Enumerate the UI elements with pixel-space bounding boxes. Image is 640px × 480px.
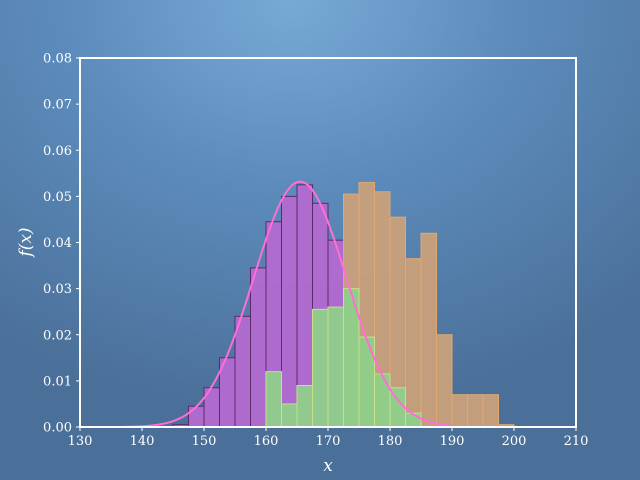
x-tick-label-5: 180 [378, 434, 403, 449]
x-tick-label-2: 150 [192, 434, 217, 449]
x-tick-label-8: 210 [564, 434, 589, 449]
x-axis-label: x [323, 456, 333, 476]
y-tick-label-5: 0.05 [43, 190, 72, 205]
normal-density-curve [123, 180, 514, 428]
orange-bar-7 [451, 394, 468, 428]
x-tick-label-6: 190 [440, 434, 465, 449]
x-tick-label-1: 140 [130, 434, 155, 449]
orange-bar-8 [467, 394, 484, 428]
orange-bar-9 [482, 394, 499, 428]
y-tick-label-3: 0.03 [43, 282, 72, 297]
orange-bar-6 [436, 334, 453, 428]
y-tick-label-6: 0.06 [43, 144, 72, 159]
y-tick-label-7: 0.07 [43, 98, 72, 113]
x-tick-label-0: 130 [68, 434, 93, 449]
y-axis-ticks: 0.00 0.01 0.02 0.03 0.04 0.05 0.06 0.07 0.08 [43, 52, 80, 436]
y-tick-label-1: 0.01 [43, 374, 72, 389]
green-bar-1 [281, 403, 298, 428]
orange-bar-5 [420, 232, 437, 428]
purple-bar-4 [234, 315, 251, 428]
y-tick-label-0: 0.00 [43, 421, 72, 436]
x-tick-label-3: 160 [254, 434, 279, 449]
green-bar-3 [312, 308, 329, 428]
y-tick-label-2: 0.02 [43, 328, 72, 343]
green-bar-0 [265, 371, 282, 428]
x-tick-label-4: 170 [316, 434, 341, 449]
green-histogram-bars [265, 288, 422, 428]
orange-bar-4 [405, 258, 422, 428]
y-axis-label: f(x) [16, 227, 36, 258]
x-tick-label-7: 200 [502, 434, 527, 449]
purple-bar-1 [188, 405, 205, 428]
y-tick-label-4: 0.04 [43, 236, 72, 251]
y-tick-label-8: 0.08 [43, 52, 72, 67]
x-axis-ticks: 130 140 150 160 170 180 190 200 210 [68, 427, 589, 449]
purple-bar-7 [281, 195, 298, 428]
purple-bar-5 [250, 267, 267, 428]
green-bar-2 [296, 384, 313, 428]
green-bar-4 [327, 306, 344, 428]
green-bar-7 [374, 373, 391, 428]
